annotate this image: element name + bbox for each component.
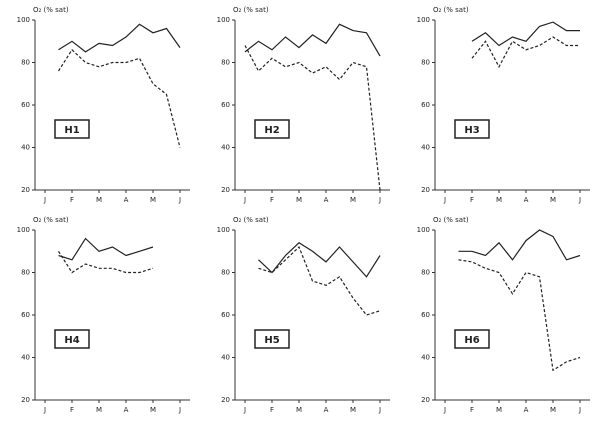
x-tick-label: A [524,196,529,204]
data-line [258,242,381,278]
y-tick-label: 60 [221,101,230,109]
y-tick-label: 20 [421,186,430,194]
x-tick-label: F [470,196,474,204]
y-tick-label: 20 [21,396,30,404]
x-tick-label: M [296,196,302,204]
y-tick-label: 60 [21,311,30,319]
data-line [57,250,154,274]
x-tick-label: M [496,406,502,414]
y-tick-label: 80 [21,269,30,277]
x-tick-label: M [150,406,156,414]
x-tick-label: J [243,196,246,204]
x-tick-label: M [350,196,356,204]
x-tick-label: F [270,196,274,204]
y-tick-label: 100 [417,16,430,24]
data-line [57,48,181,148]
y-tick-label: 40 [221,144,230,152]
y-tick-label: 20 [221,396,230,404]
chart-title: H1 [64,125,79,136]
x-tick-label: A [324,406,329,414]
chart-title: H5 [264,335,279,346]
x-tick-label: A [124,406,129,414]
y-axis-label: O₂ (% sat) [433,6,469,14]
y-tick-label: 20 [421,396,430,404]
x-tick-label: M [96,196,102,204]
y-axis-label: O₂ (% sat) [33,6,69,14]
chart-title: H6 [464,335,479,346]
data-line [58,237,154,261]
y-tick-label: 100 [17,16,30,24]
x-tick-label: F [70,196,74,204]
y-tick-label: 40 [21,354,30,362]
y-tick-label: 80 [21,59,30,67]
y-tick-label: 80 [421,269,430,277]
y-tick-label: 60 [421,101,430,109]
x-tick-label: J [443,406,446,414]
y-tick-label: 20 [21,186,30,194]
x-tick-label: M [550,196,556,204]
label-box [54,119,90,139]
label-box [454,119,490,139]
y-tick-label: 40 [221,354,230,362]
y-axis-label: O₂ (% sat) [33,216,69,224]
y-axis-label: O₂ (% sat) [433,216,469,224]
label-box [454,329,490,349]
x-tick-label: J [443,196,446,204]
data-line [471,21,580,47]
x-tick-label: J [243,406,246,414]
chart-title: H3 [464,125,479,136]
y-tick-label: 60 [21,101,30,109]
x-tick-label: J [578,196,581,204]
x-tick-label: M [96,406,102,414]
x-tick-label: A [324,196,329,204]
data-line [58,23,181,53]
label-box [54,329,90,349]
y-tick-label: 100 [17,226,30,234]
x-tick-label: J [43,406,46,414]
x-tick-label: M [296,406,302,414]
y-tick-label: 100 [417,226,430,234]
y-tick-label: 20 [221,186,230,194]
x-tick-label: J [178,196,181,204]
y-tick-label: 40 [21,144,30,152]
y-tick-label: 80 [421,59,430,67]
y-tick-label: 100 [217,16,230,24]
y-tick-label: 60 [421,311,430,319]
x-tick-label: J [178,406,181,414]
y-tick-label: 80 [221,269,230,277]
y-tick-label: 60 [221,311,230,319]
y-tick-label: 40 [421,144,430,152]
x-tick-label: M [550,406,556,414]
y-tick-label: 80 [221,59,230,67]
x-tick-label: F [270,406,274,414]
y-tick-label: 40 [421,354,430,362]
label-box [254,329,290,349]
x-tick-label: M [496,196,502,204]
data-line [244,45,381,191]
x-tick-label: J [43,196,46,204]
x-tick-label: M [150,196,156,204]
chart-title: H4 [64,335,79,346]
y-tick-label: 100 [217,226,230,234]
data-line [244,23,381,57]
data-line [458,229,581,261]
x-tick-label: F [70,406,74,414]
x-tick-label: A [124,196,129,204]
x-tick-label: J [378,196,381,204]
chart-title: H2 [264,125,279,136]
x-tick-label: J [578,406,581,414]
x-tick-label: A [524,406,529,414]
y-axis-label: O₂ (% sat) [233,216,269,224]
label-box [254,119,290,139]
x-tick-label: F [470,406,474,414]
x-tick-label: M [350,406,356,414]
y-axis-label: O₂ (% sat) [233,6,269,14]
data-line [471,36,580,69]
x-tick-label: J [378,406,381,414]
data-line [458,259,581,372]
